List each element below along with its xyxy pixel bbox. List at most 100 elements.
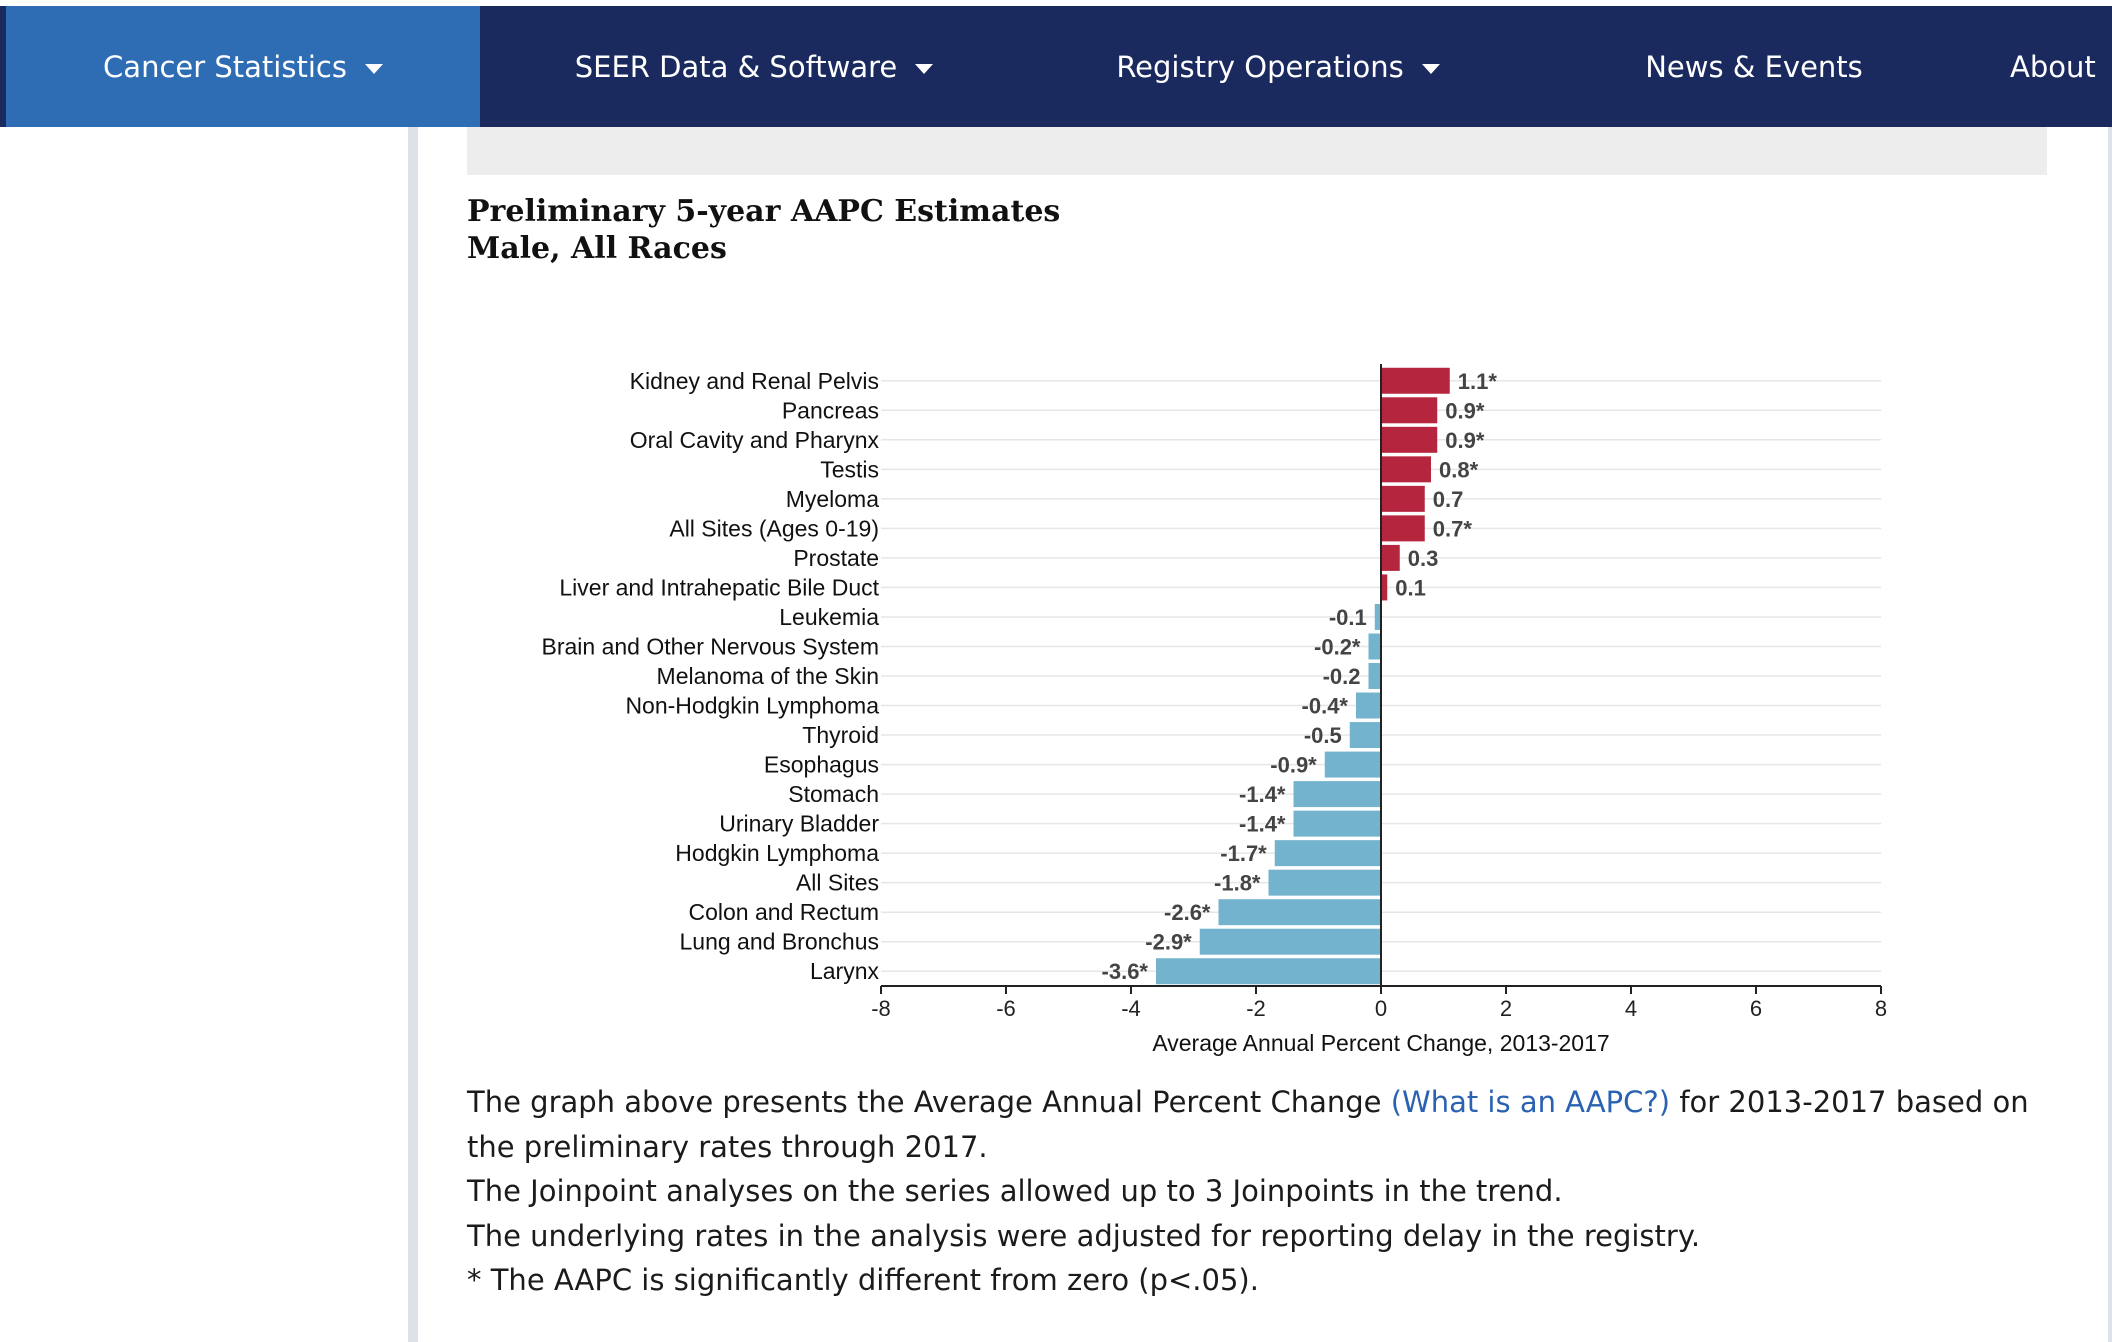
nav-about[interactable]: About (1980, 6, 2112, 127)
category-label: Liver and Intrahepatic Bile Duct (559, 574, 879, 600)
category-label: Stomach (788, 781, 879, 807)
bar (1381, 515, 1425, 542)
chart-title: Preliminary 5-year AAPC Estimates (467, 194, 1061, 229)
data-label: 0.7* (1433, 516, 1473, 541)
x-tick-label: 0 (1375, 996, 1387, 1021)
category-label: Myeloma (786, 486, 880, 512)
category-label: Kidney and Renal Pelvis (630, 368, 879, 394)
what-is-aapc-link[interactable]: (What is an AAPC?) (1390, 1085, 1671, 1119)
data-label: -1.7* (1220, 841, 1267, 866)
bar (1381, 397, 1438, 424)
x-tick-label: 6 (1750, 996, 1762, 1021)
bar (1368, 633, 1381, 660)
category-label: Urinary Bladder (719, 811, 879, 837)
data-label: -0.2 (1323, 664, 1361, 689)
data-label: 0.7 (1433, 487, 1464, 512)
bar (1324, 751, 1381, 778)
category-label: Oral Cavity and Pharynx (630, 427, 880, 453)
nav-news-events-label: News & Events (1645, 49, 1863, 84)
data-label: -3.6* (1102, 959, 1149, 984)
x-tick-label: 8 (1875, 996, 1887, 1021)
description-line-3: The underlying rates in the analysis wer… (467, 1218, 1701, 1253)
bar (1381, 426, 1438, 453)
content-left-border (408, 127, 418, 1342)
data-label: -1.4* (1239, 812, 1286, 837)
data-label: -0.9* (1270, 753, 1317, 778)
bar (1199, 928, 1381, 955)
data-label: -2.9* (1145, 930, 1192, 955)
bar (1381, 456, 1431, 483)
category-label: Prostate (793, 545, 879, 571)
bar (1381, 485, 1425, 512)
chevron-down-icon (1421, 63, 1440, 74)
chart-subtitle: Male, All Races (467, 231, 727, 266)
bar (1349, 722, 1381, 749)
bar (1381, 367, 1450, 394)
bar (1268, 869, 1381, 896)
bar (1274, 840, 1381, 867)
chevron-down-icon (915, 63, 934, 74)
bar (1374, 603, 1381, 630)
description-line-1-text: The graph above presents the Average Ann… (467, 1085, 1391, 1119)
data-label: -1.4* (1239, 782, 1286, 807)
bar (1156, 958, 1381, 985)
category-label: Pancreas (782, 397, 879, 423)
description-line-4: * The AAPC is significantly different fr… (467, 1263, 1259, 1297)
description-line-1-tail: for 2013-2017 based on the preliminary r… (467, 1085, 2029, 1164)
data-label: 0.8* (1439, 457, 1479, 482)
content-right-border (2108, 127, 2112, 1342)
data-label: 0.9* (1445, 428, 1485, 453)
nav-registry-operations[interactable]: Registry Operations (1028, 6, 1528, 127)
nav-news-events[interactable]: News & Events (1528, 6, 1980, 127)
main-nav: Cancer Statistics SEER Data & Software R… (0, 6, 2112, 127)
data-label: -0.5 (1304, 723, 1342, 748)
x-tick-label: 4 (1625, 996, 1637, 1021)
description-line-2: The Joinpoint analyses on the series all… (467, 1174, 1563, 1208)
category-label: Esophagus (764, 752, 879, 778)
category-label: Leukemia (779, 604, 879, 630)
data-label: -0.4* (1302, 694, 1349, 719)
data-label: -2.6* (1164, 900, 1211, 925)
data-label: -0.2* (1314, 634, 1361, 659)
nav-seer-data-software-label: SEER Data & Software (574, 49, 898, 84)
data-label: 0.3 (1408, 546, 1439, 571)
bar (1381, 574, 1388, 601)
category-label: Larynx (810, 958, 880, 984)
data-label: 0.1 (1395, 575, 1426, 600)
chart-description: The graph above presents the Average Ann… (467, 1080, 2067, 1303)
x-axis-title: Average Annual Percent Change, 2013-2017 (1152, 1030, 1609, 1056)
category-label: Hodgkin Lymphoma (675, 840, 879, 866)
category-label: Testis (820, 456, 879, 482)
x-tick-label: -2 (1246, 996, 1266, 1021)
category-label: Brain and Other Nervous System (542, 633, 879, 659)
category-label: Melanoma of the Skin (657, 663, 879, 689)
data-label: 0.9* (1445, 398, 1485, 423)
nav-registry-operations-label: Registry Operations (1116, 49, 1404, 84)
x-tick-label: 2 (1500, 996, 1512, 1021)
bar (1293, 810, 1381, 837)
bar (1368, 663, 1381, 689)
category-label: Colon and Rectum (689, 899, 880, 925)
nav-seer-data-software[interactable]: SEER Data & Software (480, 6, 1028, 127)
data-label: 1.1* (1458, 369, 1498, 394)
category-label: Lung and Bronchus (680, 929, 880, 955)
category-label: All Sites (Ages 0-19) (669, 515, 879, 541)
grey-panel (467, 127, 2047, 175)
data-label: -0.1 (1329, 605, 1367, 630)
bar (1218, 899, 1381, 926)
category-label: All Sites (796, 870, 879, 896)
description-line-1: The graph above presents the Average Ann… (467, 1080, 2067, 1169)
chevron-down-icon (364, 63, 383, 74)
bar (1293, 781, 1381, 808)
nav-cancer-statistics-label: Cancer Statistics (103, 49, 347, 84)
category-label: Thyroid (802, 722, 879, 748)
nav-about-label: About (2010, 49, 2096, 84)
category-label: Non-Hodgkin Lymphoma (625, 693, 879, 719)
x-tick-label: -6 (996, 996, 1016, 1021)
nav-cancer-statistics[interactable]: Cancer Statistics (6, 6, 480, 127)
bar (1356, 692, 1381, 719)
data-label: -1.8* (1214, 871, 1261, 896)
x-tick-label: -4 (1121, 996, 1141, 1021)
x-tick-label: -8 (871, 996, 891, 1021)
